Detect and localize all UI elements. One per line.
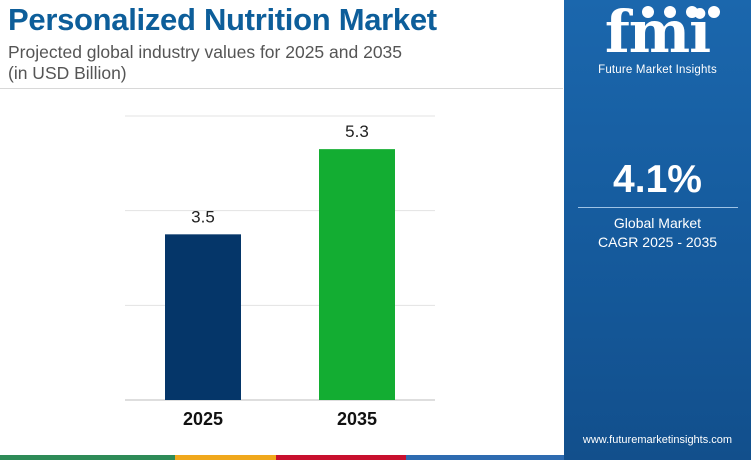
bar-2035: [319, 149, 395, 400]
labels: 3.5 2025 5.3 2035: [183, 122, 377, 429]
cagr-value: 4.1%: [613, 158, 702, 201]
stripe-segment: [406, 455, 564, 460]
bottom-color-stripe: [0, 455, 564, 460]
logo-bulb-icon: [708, 6, 720, 18]
cagr-label-line-1: Global Market: [613, 215, 702, 231]
bar-2025: [165, 234, 241, 400]
data-label-2025: 3.5: [191, 207, 215, 226]
cagr-label-line-2: CAGR 2025 - 2035: [597, 234, 718, 250]
logo-person-icon: [686, 6, 698, 18]
stripe-segment: [276, 455, 407, 460]
header-divider: [0, 88, 563, 89]
cagr-divider: [578, 207, 738, 208]
bar-chart: 3.5 2025 5.3 2035: [125, 115, 435, 429]
logo-subtext: Future Market Insights: [598, 64, 717, 76]
subtitle-line-1: Projected global industry values for 202…: [8, 42, 403, 62]
logo-icons: [642, 6, 720, 18]
bars: [165, 149, 395, 400]
website-link[interactable]: www.futuremarketinsights.com: [582, 434, 733, 446]
stripe-segment: [0, 455, 175, 460]
subtitle-line-2: (in USD Billion): [8, 63, 127, 83]
logo-globe-icon: [642, 6, 654, 18]
x-tick-label-2035: 2035: [337, 409, 377, 429]
chart-title: Personalized Nutrition Market: [8, 2, 437, 37]
stripe-segment: [174, 455, 277, 460]
chart-subtitle: Projected global industry values for 202…: [8, 42, 402, 84]
x-tick-label-2025: 2025: [183, 409, 223, 429]
sidebar-panel: fmi Future Market Insights 4.1% Global M…: [564, 0, 751, 460]
logo-chart-icon: [664, 6, 676, 18]
cagr-label: Global Market CAGR 2025 - 2035: [564, 214, 751, 252]
data-label-2035: 5.3: [345, 122, 369, 141]
